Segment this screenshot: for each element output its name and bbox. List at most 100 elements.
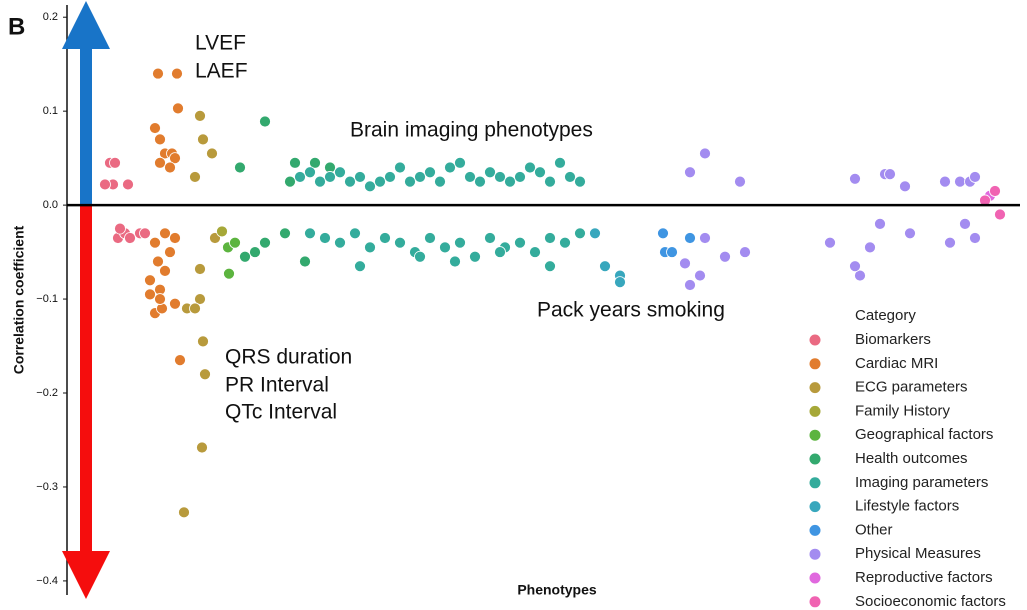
point (374, 175, 386, 188)
point (169, 232, 181, 244)
point (334, 166, 346, 179)
legend-label: Imaging parameters (855, 474, 988, 491)
point (194, 109, 206, 122)
legend-marker (809, 524, 821, 536)
point (454, 156, 466, 169)
point (564, 171, 576, 183)
point (484, 166, 496, 179)
point (854, 269, 866, 282)
point (989, 185, 1001, 197)
legend-marker (809, 453, 821, 465)
point (469, 250, 481, 263)
point (299, 255, 311, 268)
annotation: QRS duration (225, 346, 352, 369)
legend-label: Cardiac MRI (855, 355, 938, 372)
point (574, 175, 586, 188)
point (309, 156, 321, 169)
point (344, 175, 356, 188)
point (657, 227, 669, 240)
point (294, 171, 306, 183)
point (864, 241, 876, 254)
point (114, 222, 126, 235)
point (379, 232, 391, 244)
point (289, 156, 301, 169)
point (384, 171, 396, 183)
point (514, 236, 526, 249)
point (944, 236, 956, 249)
point (174, 354, 186, 367)
point (589, 227, 601, 240)
legend-title: Category (855, 307, 916, 324)
point (364, 180, 376, 193)
point (234, 161, 246, 174)
point (414, 171, 426, 183)
point (284, 175, 296, 188)
annotation: Brain imaging phenotypes (350, 119, 593, 142)
point (334, 236, 346, 249)
legend-marker (809, 548, 821, 560)
point (249, 246, 261, 258)
point (684, 166, 696, 179)
point (364, 241, 376, 254)
legend-label: Family History (855, 402, 951, 419)
point (434, 175, 446, 188)
point (739, 246, 751, 258)
point (484, 232, 496, 244)
legend-label: Reproductive factors (855, 569, 993, 586)
annotation: QTc Interval (225, 401, 337, 424)
y-tick-label: −0.2 (36, 387, 58, 399)
point (124, 232, 136, 244)
legend-label: Biomarkers (855, 331, 931, 348)
point (684, 279, 696, 291)
point (559, 236, 571, 249)
point (304, 227, 316, 240)
y-tick-label: 0.1 (43, 105, 58, 117)
point (514, 171, 526, 183)
point (899, 180, 911, 193)
point (144, 274, 156, 287)
point (154, 133, 166, 146)
legend-label: Socioeconomic factors (855, 593, 1006, 610)
point (954, 175, 966, 188)
point (171, 67, 183, 80)
legend-marker (809, 572, 821, 584)
point (414, 250, 426, 263)
y-tick-label: −0.4 (36, 575, 58, 587)
point (394, 161, 406, 174)
point (159, 227, 171, 240)
annotation: PR Interval (225, 374, 329, 397)
point (449, 255, 461, 268)
annotation: LAEF (195, 60, 248, 83)
point (424, 166, 436, 179)
point (439, 241, 451, 254)
point (169, 297, 181, 310)
legend-marker (809, 382, 821, 394)
point (529, 246, 541, 258)
point (259, 236, 271, 249)
point (319, 232, 331, 244)
point (279, 227, 291, 240)
point (314, 175, 326, 188)
legend-marker (809, 477, 821, 489)
legend-label: ECG parameters (855, 379, 968, 396)
point (494, 171, 506, 183)
point (849, 260, 861, 273)
point (189, 302, 201, 315)
point (904, 227, 916, 240)
point (424, 232, 436, 244)
point (109, 156, 121, 169)
point (194, 263, 206, 275)
legend-label: Geographical factors (855, 426, 993, 443)
point (164, 246, 176, 258)
point (544, 260, 556, 273)
legend-label: Health outcomes (855, 450, 968, 467)
point (734, 175, 746, 188)
legend-label: Physical Measures (855, 545, 981, 562)
point (154, 156, 166, 169)
point (206, 147, 218, 160)
point (824, 236, 836, 249)
y-tick-label: 0.0 (43, 199, 58, 211)
point (197, 133, 209, 146)
point (144, 288, 156, 301)
legend-marker (809, 501, 821, 513)
